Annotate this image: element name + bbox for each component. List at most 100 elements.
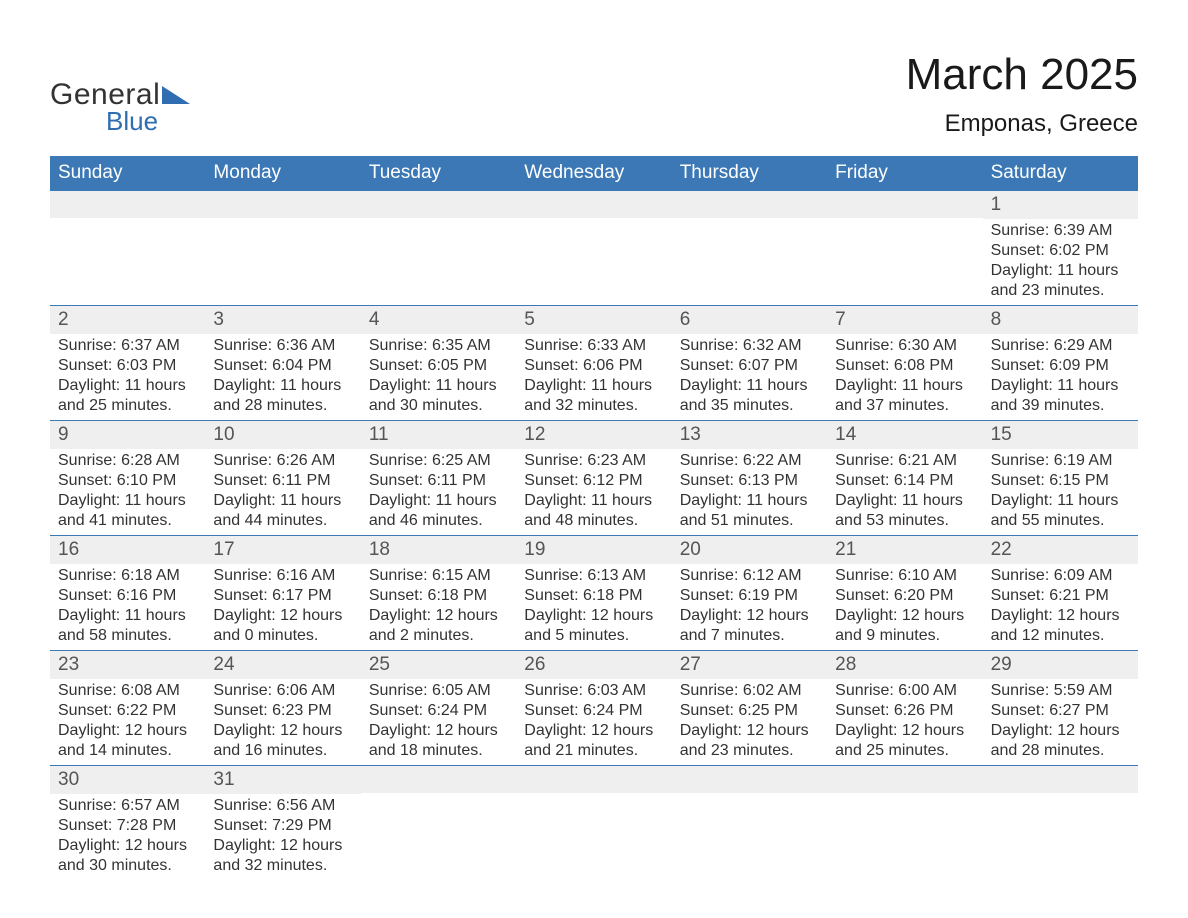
calendar-cell-empty: [361, 766, 516, 880]
day-number: 30: [50, 766, 205, 794]
sunset-line: Sunset: 6:08 PM: [835, 356, 974, 376]
logo-triangle-icon: [162, 86, 190, 104]
daylight-line: Daylight: 11 hours and 48 minutes.: [524, 491, 663, 531]
daylight-line: Daylight: 12 hours and 23 minutes.: [680, 721, 819, 761]
day-number: 14: [827, 421, 982, 449]
day-number: [516, 191, 671, 218]
daylight-line: Daylight: 12 hours and 9 minutes.: [835, 606, 974, 646]
day-number: [672, 766, 827, 793]
calendar-cell: 19Sunrise: 6:13 AMSunset: 6:18 PMDayligh…: [516, 536, 671, 650]
day-number: 9: [50, 421, 205, 449]
day-number: 16: [50, 536, 205, 564]
sunset-line: Sunset: 6:11 PM: [369, 471, 508, 491]
calendar-cell: 12Sunrise: 6:23 AMSunset: 6:12 PMDayligh…: [516, 421, 671, 535]
sunrise-line: Sunrise: 6:18 AM: [58, 566, 197, 586]
day-details: [516, 793, 671, 871]
day-details: Sunrise: 6:39 AMSunset: 6:02 PMDaylight:…: [983, 219, 1138, 305]
calendar-cell-empty: [827, 191, 982, 305]
day-details: Sunrise: 6:25 AMSunset: 6:11 PMDaylight:…: [361, 449, 516, 535]
sunset-line: Sunset: 6:13 PM: [680, 471, 819, 491]
calendar-cell: 14Sunrise: 6:21 AMSunset: 6:14 PMDayligh…: [827, 421, 982, 535]
day-number: 4: [361, 306, 516, 334]
sunrise-line: Sunrise: 6:32 AM: [680, 336, 819, 356]
day-details: Sunrise: 6:18 AMSunset: 6:16 PMDaylight:…: [50, 564, 205, 650]
day-details: Sunrise: 6:29 AMSunset: 6:09 PMDaylight:…: [983, 334, 1138, 420]
sunset-line: Sunset: 6:19 PM: [680, 586, 819, 606]
sunset-line: Sunset: 6:18 PM: [524, 586, 663, 606]
day-details: [672, 218, 827, 296]
daylight-line: Daylight: 11 hours and 55 minutes.: [991, 491, 1130, 531]
sunrise-line: Sunrise: 6:36 AM: [213, 336, 352, 356]
day-details: Sunrise: 6:21 AMSunset: 6:14 PMDaylight:…: [827, 449, 982, 535]
title-block: March 2025 Emponas, Greece: [906, 50, 1138, 138]
calendar-cell: 13Sunrise: 6:22 AMSunset: 6:13 PMDayligh…: [672, 421, 827, 535]
daylight-line: Daylight: 12 hours and 21 minutes.: [524, 721, 663, 761]
day-number: 25: [361, 651, 516, 679]
daylight-line: Daylight: 11 hours and 58 minutes.: [58, 606, 197, 646]
calendar-cell-empty: [361, 191, 516, 305]
day-details: Sunrise: 6:22 AMSunset: 6:13 PMDaylight:…: [672, 449, 827, 535]
day-number: 15: [983, 421, 1138, 449]
sunset-line: Sunset: 7:29 PM: [213, 816, 352, 836]
sunrise-line: Sunrise: 6:26 AM: [213, 451, 352, 471]
day-details: Sunrise: 6:06 AMSunset: 6:23 PMDaylight:…: [205, 679, 360, 765]
day-details: Sunrise: 6:19 AMSunset: 6:15 PMDaylight:…: [983, 449, 1138, 535]
daylight-line: Daylight: 11 hours and 28 minutes.: [213, 376, 352, 416]
day-details: Sunrise: 6:09 AMSunset: 6:21 PMDaylight:…: [983, 564, 1138, 650]
daylight-line: Daylight: 11 hours and 53 minutes.: [835, 491, 974, 531]
location: Emponas, Greece: [906, 110, 1138, 138]
day-details: Sunrise: 6:10 AMSunset: 6:20 PMDaylight:…: [827, 564, 982, 650]
calendar-cell-empty: [983, 766, 1138, 880]
day-number: 8: [983, 306, 1138, 334]
day-number: 27: [672, 651, 827, 679]
daylight-line: Daylight: 12 hours and 14 minutes.: [58, 721, 197, 761]
sunset-line: Sunset: 6:17 PM: [213, 586, 352, 606]
day-header-tue: Tuesday: [361, 156, 516, 191]
calendar-cell: 30Sunrise: 6:57 AMSunset: 7:28 PMDayligh…: [50, 766, 205, 880]
logo: General Blue: [50, 50, 190, 137]
day-details: [361, 218, 516, 296]
calendar-cell-empty: [516, 766, 671, 880]
sunset-line: Sunset: 6:10 PM: [58, 471, 197, 491]
daylight-line: Daylight: 11 hours and 35 minutes.: [680, 376, 819, 416]
daylight-line: Daylight: 11 hours and 41 minutes.: [58, 491, 197, 531]
sunrise-line: Sunrise: 6:23 AM: [524, 451, 663, 471]
sunrise-line: Sunrise: 6:39 AM: [991, 221, 1130, 241]
calendar-cell: 27Sunrise: 6:02 AMSunset: 6:25 PMDayligh…: [672, 651, 827, 765]
calendar-cell-empty: [672, 766, 827, 880]
day-details: [205, 218, 360, 296]
day-number: 28: [827, 651, 982, 679]
month-title: March 2025: [906, 50, 1138, 100]
calendar-cell-empty: [672, 191, 827, 305]
calendar-cell: 17Sunrise: 6:16 AMSunset: 6:17 PMDayligh…: [205, 536, 360, 650]
sunrise-line: Sunrise: 6:25 AM: [369, 451, 508, 471]
sunrise-line: Sunrise: 6:21 AM: [835, 451, 974, 471]
calendar-cell-empty: [50, 191, 205, 305]
day-number: [50, 191, 205, 218]
day-details: Sunrise: 6:36 AMSunset: 6:04 PMDaylight:…: [205, 334, 360, 420]
day-header-thu: Thursday: [672, 156, 827, 191]
calendar-cell: 15Sunrise: 6:19 AMSunset: 6:15 PMDayligh…: [983, 421, 1138, 535]
sunset-line: Sunset: 6:04 PM: [213, 356, 352, 376]
daylight-line: Daylight: 12 hours and 5 minutes.: [524, 606, 663, 646]
calendar-week: 1Sunrise: 6:39 AMSunset: 6:02 PMDaylight…: [50, 191, 1138, 305]
day-details: Sunrise: 6:30 AMSunset: 6:08 PMDaylight:…: [827, 334, 982, 420]
sunrise-line: Sunrise: 6:06 AM: [213, 681, 352, 701]
day-details: Sunrise: 6:16 AMSunset: 6:17 PMDaylight:…: [205, 564, 360, 650]
sunrise-line: Sunrise: 6:56 AM: [213, 796, 352, 816]
day-details: Sunrise: 6:57 AMSunset: 7:28 PMDaylight:…: [50, 794, 205, 880]
daylight-line: Daylight: 12 hours and 7 minutes.: [680, 606, 819, 646]
sunset-line: Sunset: 6:24 PM: [524, 701, 663, 721]
calendar-week: 30Sunrise: 6:57 AMSunset: 7:28 PMDayligh…: [50, 765, 1138, 880]
day-number: 6: [672, 306, 827, 334]
calendar-cell: 3Sunrise: 6:36 AMSunset: 6:04 PMDaylight…: [205, 306, 360, 420]
day-details: [516, 218, 671, 296]
daylight-line: Daylight: 12 hours and 28 minutes.: [991, 721, 1130, 761]
day-details: Sunrise: 6:15 AMSunset: 6:18 PMDaylight:…: [361, 564, 516, 650]
day-number: [361, 191, 516, 218]
sunrise-line: Sunrise: 6:10 AM: [835, 566, 974, 586]
sunrise-line: Sunrise: 6:05 AM: [369, 681, 508, 701]
sunrise-line: Sunrise: 6:29 AM: [991, 336, 1130, 356]
calendar-cell: 4Sunrise: 6:35 AMSunset: 6:05 PMDaylight…: [361, 306, 516, 420]
daylight-line: Daylight: 12 hours and 0 minutes.: [213, 606, 352, 646]
